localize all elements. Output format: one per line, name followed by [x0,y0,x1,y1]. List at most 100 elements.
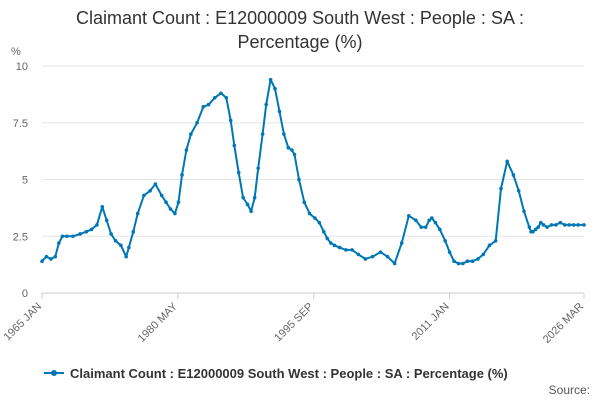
data-point [224,95,229,100]
data-point [325,236,330,241]
data-point [252,195,257,200]
data-point [164,200,168,204]
data-point [180,173,184,177]
chart-title: Claimant Count : E12000009 South West : … [0,6,600,54]
data-point [184,148,189,152]
data-point [562,223,567,227]
x-tick-label: 2026 MAR [541,301,586,346]
legend-swatch [44,368,64,378]
data-point [337,245,342,250]
data-point [531,229,535,234]
data-point [232,143,237,148]
data-point [89,227,94,232]
data-point [236,170,241,175]
data-point [567,223,572,227]
data-point [40,259,44,264]
data-point [516,189,521,193]
data-point [558,220,563,225]
data-point [124,254,128,259]
data-point [545,225,549,229]
data-point [49,257,53,261]
data-point [219,91,223,96]
data-point [131,229,136,234]
data-point [53,254,58,259]
data-point [201,105,206,109]
data-point [407,214,411,218]
data-point [142,193,146,198]
data-point [273,86,277,91]
data-point [109,232,113,236]
source-label: Source: [548,383,590,397]
data-point [385,254,390,259]
x-tick-label: 2011 JAN [410,301,452,343]
data-point [344,248,348,252]
data-point [256,166,260,170]
data-point [392,261,397,266]
data-point [571,223,576,227]
data-point [370,254,375,259]
data-point [554,223,558,227]
data-point [443,238,447,243]
data-point [159,193,164,198]
data-point [127,245,131,250]
data-point [438,227,442,232]
data-point [260,132,265,136]
data-point [541,223,546,227]
data-point [65,234,69,239]
y-tick-label: 0 [22,288,28,300]
data-point [329,241,333,245]
data-point [356,252,361,257]
data-point [302,200,307,204]
data-point [430,216,434,220]
data-point [447,250,452,254]
data-point [297,177,301,182]
data-point [228,118,233,123]
data-point [241,195,245,200]
chart-title-line-2: Percentage (%) [237,32,363,52]
data-point [433,220,438,225]
data-point [135,211,140,216]
y-tick-label: 10 [16,61,28,73]
y-axis-label: % [11,46,21,58]
data-point [419,225,424,229]
data-point [576,223,580,227]
data-point [189,132,193,136]
data-point [206,102,211,107]
data-point [249,209,253,214]
data-point [84,229,89,234]
data-point [153,182,158,186]
data-point [456,261,461,266]
data-point [452,259,456,264]
x-tick-label: 1995 SEP [272,301,316,345]
data-point [549,223,554,227]
data-point [493,238,498,243]
y-tick-label: 2.5 [13,231,28,243]
data-point [461,261,465,266]
data-point [522,209,526,214]
data-point [511,173,516,177]
data-point [399,241,404,245]
data-point [277,109,282,114]
x-tick-label: 1980 MAY [136,300,181,345]
data-point [119,243,123,248]
data-point [282,132,286,136]
data-point [60,234,65,239]
data-point [100,204,105,209]
data-point [176,200,181,204]
data-point [476,257,480,261]
data-point [481,252,486,257]
data-point [195,120,199,125]
data-point [499,186,503,191]
data-point [113,238,118,243]
data-point [465,259,470,264]
data-point [378,250,383,254]
data-point [44,254,49,259]
data-point [313,216,317,220]
data-point [350,248,354,252]
data-point [487,243,492,248]
legend[interactable]: Claimant Count : E12000009 South West : … [44,364,508,382]
data-point [292,152,297,157]
y-tick-label: 5 [22,175,28,187]
series-line [41,78,584,265]
data-point [173,211,177,216]
